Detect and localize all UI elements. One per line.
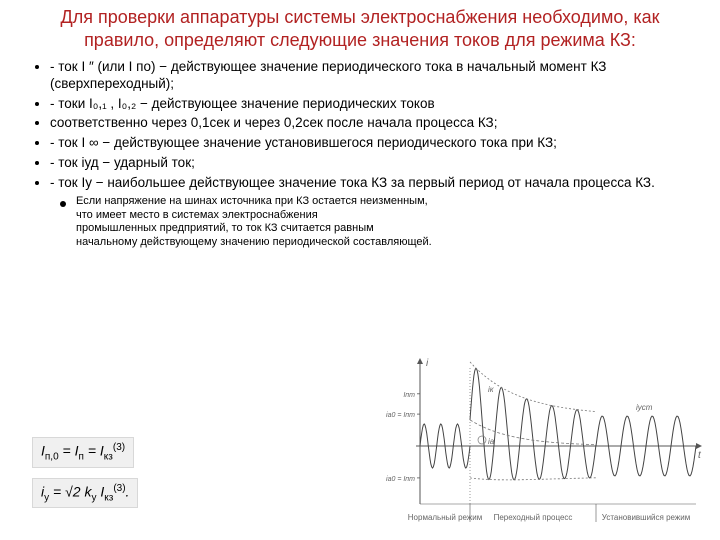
slide-title: Для проверки аппаратуры системы электрос… — [0, 0, 720, 57]
note-text: Если напряжение на шинах источника при К… — [76, 195, 432, 250]
formula-1: Iп,0 = Iп = Iкз(3) — [32, 437, 134, 467]
list-item: - ток iуд − ударный ток; — [50, 155, 694, 172]
svg-text:iа0 = Iпт: iа0 = Iпт — [386, 476, 415, 483]
svg-text:Iпт: Iпт — [403, 392, 415, 399]
list-item: - ток I ∞ − действующее значение установ… — [50, 135, 694, 152]
svg-text:Переходный процесс: Переходный процесс — [494, 513, 573, 522]
bullet-icon — [60, 201, 66, 207]
list-item: соответственно через 0,1сек и через 0,2с… — [50, 115, 694, 132]
svg-text:t: t — [698, 450, 702, 461]
svg-text:iуст: iуст — [636, 403, 653, 412]
bullet-list: - ток I ″ (или I по) − действующее значе… — [26, 59, 694, 192]
svg-text:Нормальный режим: Нормальный режим — [408, 513, 482, 522]
list-item: - токи I₀,₁ , I₀,₂ − действующее значени… — [50, 96, 694, 113]
svg-text:iа0 = Iпт: iа0 = Iпт — [386, 412, 415, 419]
svg-text:iк: iк — [488, 385, 495, 394]
content-area: - ток I ″ (или I по) − действующее значе… — [0, 59, 720, 250]
svg-text:iа: iа — [488, 437, 495, 446]
svg-text:Установившийся режим: Установившийся режим — [602, 513, 690, 522]
formulas-block: Iп,0 = Iп = Iкз(3) iу = √2 kу Iкз(3). — [32, 437, 138, 518]
formula-2: iу = √2 kу Iкз(3). — [32, 478, 138, 508]
svg-text:i: i — [426, 358, 429, 369]
list-item: - ток Iу − наибольшее действующее значен… — [50, 175, 694, 192]
list-item: - ток I ″ (или I по) − действующее значе… — [50, 59, 694, 93]
current-diagram: i t Нормальный режим Переходный процесс Уста… — [386, 356, 706, 528]
